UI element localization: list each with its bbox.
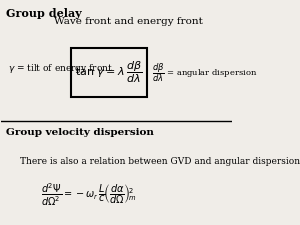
Text: $\gamma$ = tilt of energy front: $\gamma$ = tilt of energy front xyxy=(8,62,113,74)
Text: $\tan\,\gamma = \lambda\;\dfrac{d\beta}{d\lambda}$: $\tan\,\gamma = \lambda\;\dfrac{d\beta}{… xyxy=(75,60,143,85)
FancyBboxPatch shape xyxy=(71,48,147,97)
Text: Group delay: Group delay xyxy=(6,8,82,19)
Text: Wave front and energy front: Wave front and energy front xyxy=(54,17,203,26)
Text: There is also a relation between GVD and angular dispersion: There is also a relation between GVD and… xyxy=(20,157,300,166)
Text: Group velocity dispersion: Group velocity dispersion xyxy=(6,128,154,137)
Text: $\dfrac{d\beta}{d\lambda}$ = angular dispersion: $\dfrac{d\beta}{d\lambda}$ = angular dis… xyxy=(152,61,257,84)
Text: $\dfrac{d^2\Psi}{d\Omega^2} = -\omega_r\,\dfrac{L}{c}\!\left(\dfrac{d\alpha}{d\O: $\dfrac{d^2\Psi}{d\Omega^2} = -\omega_r\… xyxy=(41,181,137,208)
